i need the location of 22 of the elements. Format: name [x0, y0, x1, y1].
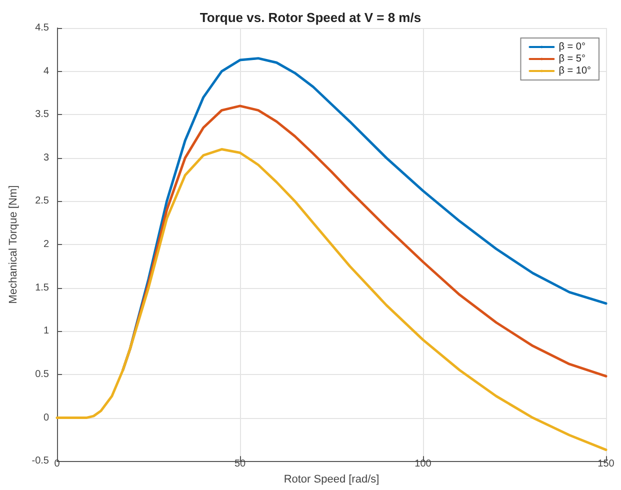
y-tick-label: 0 [43, 412, 50, 424]
y-tick-label: -0.5 [32, 456, 50, 467]
x-tick-label: 100 [414, 458, 432, 470]
x-axis-title: Rotor Speed [rad/s] [284, 474, 380, 486]
x-tick-label: 50 [234, 458, 246, 470]
y-axis-title: Mechanical Torque [Nm] [8, 185, 20, 304]
y-tick-label: 2.5 [35, 196, 50, 207]
x-tick-label: 150 [598, 458, 615, 470]
legend-label: β = 0° [558, 42, 586, 52]
y-tick-label: 2 [43, 239, 50, 250]
chart-title: Torque vs. Rotor Speed at V = 8 m/s [200, 10, 422, 25]
legend-label: β = 10° [558, 66, 592, 76]
y-tick-label: 1.5 [35, 282, 50, 294]
y-tick-label: 0.5 [35, 368, 50, 380]
y-tick-label: 4.5 [35, 22, 50, 34]
line-series [56, 148, 608, 452]
y-tick-label: 1 [43, 326, 50, 337]
y-tick-label: 3.5 [35, 109, 50, 120]
legend-label: β = 5° [558, 54, 586, 64]
x-tick-label: 0 [54, 458, 60, 470]
y-tick-label: 3 [43, 152, 50, 164]
y-tick-label: 4 [43, 66, 50, 77]
